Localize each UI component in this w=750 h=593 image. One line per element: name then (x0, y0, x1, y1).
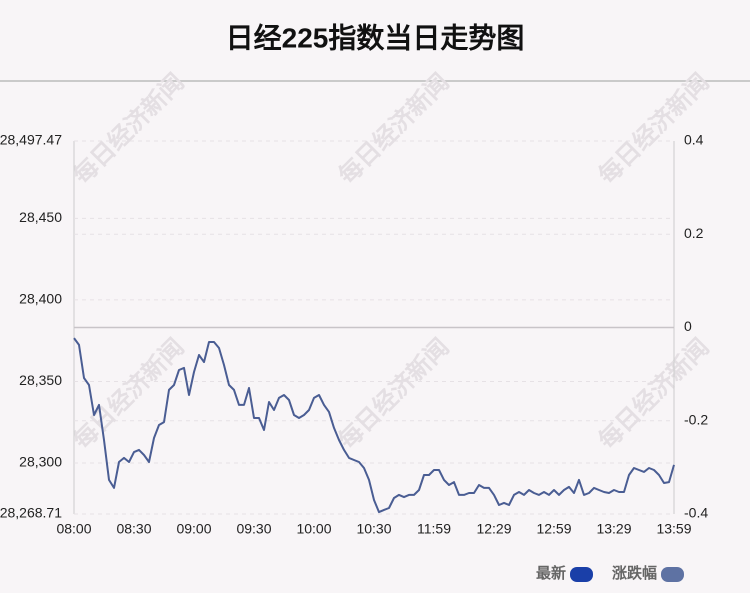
legend-swatch (661, 567, 684, 582)
x-tick-label: 12:59 (536, 521, 571, 537)
legend-label: 涨跌幅 (612, 564, 657, 582)
y-tick-label: 28,268.71 (0, 505, 62, 521)
y2-tick-label: 0.4 (684, 132, 704, 148)
x-tick-label: 08:00 (56, 521, 91, 537)
x-tick-label: 13:59 (656, 521, 691, 537)
x-tick-label: 12:29 (476, 521, 511, 537)
y-tick-label: 28,497.47 (0, 132, 62, 148)
y2-tick-label: -0.4 (684, 505, 708, 521)
legend-swatch (570, 567, 593, 582)
price-line (73, 337, 675, 514)
chart-title: 日经225指数当日走势图 (226, 21, 525, 53)
legend-label: 最新 (536, 564, 566, 582)
x-tick-label: 08:30 (116, 521, 151, 537)
x-tick-label: 10:30 (356, 521, 391, 537)
y-tick-label: 28,300 (19, 454, 62, 470)
x-tick-label: 09:00 (176, 521, 211, 537)
x-tick-label: 10:00 (296, 521, 331, 537)
y-tick-label: 28,350 (19, 372, 62, 388)
x-tick-label: 13:29 (596, 521, 631, 537)
y-tick-label: 28,400 (19, 291, 62, 307)
y2-tick-label: 0.2 (684, 225, 704, 241)
x-tick-label: 09:30 (236, 521, 271, 537)
y2-tick-label: 0 (684, 318, 692, 334)
y-tick-label: 28,450 (19, 209, 62, 225)
y2-tick-label: -0.2 (684, 411, 708, 427)
x-tick-label: 11:59 (417, 521, 451, 537)
